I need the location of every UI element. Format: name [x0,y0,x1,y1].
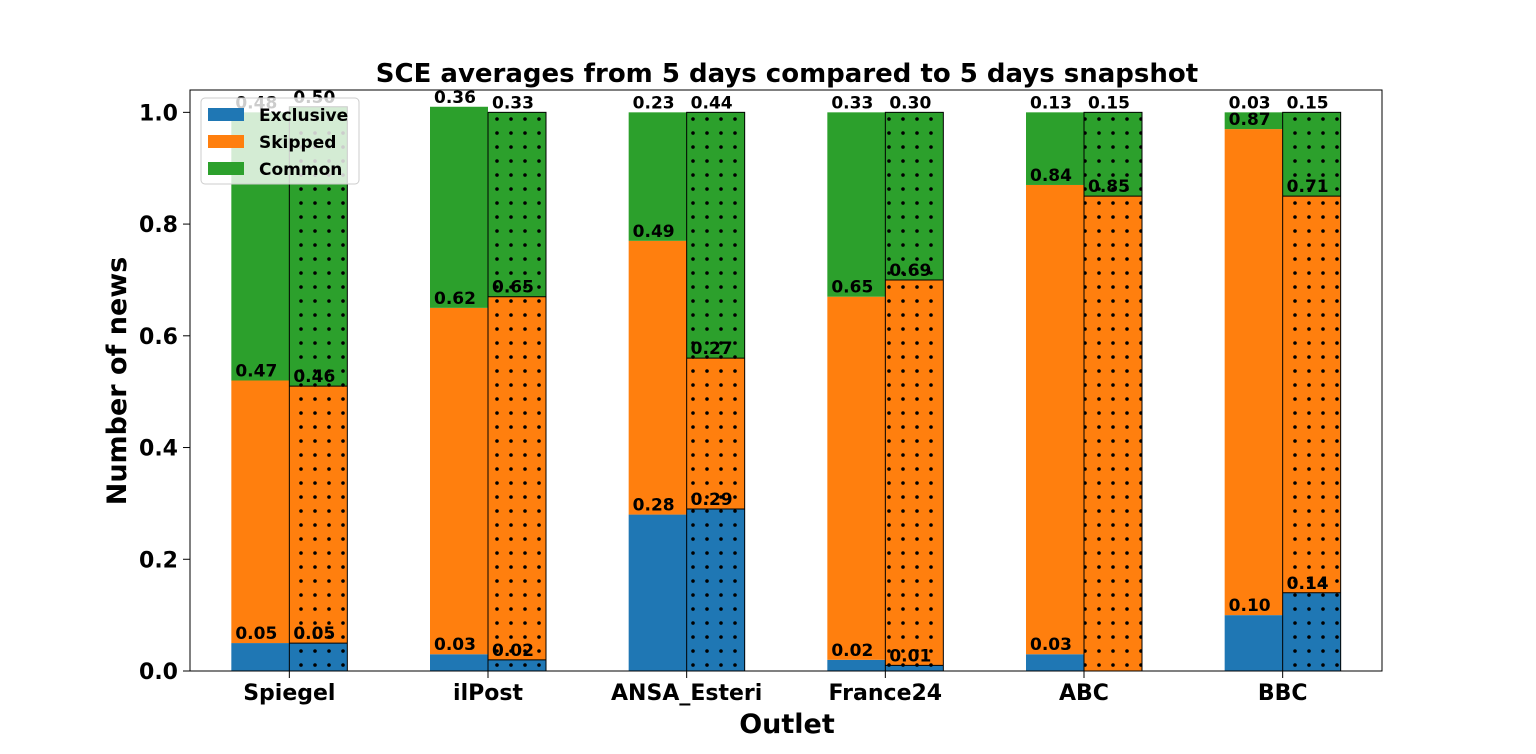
bar-hatch-ANSA_Esteri-exclusive [686,508,745,671]
bar-ANSA_Esteri-skipped-group1 [628,240,687,515]
data-label-France24-skipped-group1: 0.65 [831,278,873,298]
data-label-France24-exclusive-group1: 0.02 [831,641,873,661]
data-label-ABC-skipped-group2: 0.85 [1088,177,1130,197]
data-label-BBC-exclusive-group1: 0.10 [1229,596,1271,616]
bar-hatch-Spiegel-exclusive [289,643,348,671]
data-label-ABC-skipped-group1: 0.84 [1030,166,1072,186]
y-tick-label: 0.6 [139,325,178,350]
data-label-Spiegel-exclusive-group1: 0.05 [235,624,277,644]
y-tick-label: 0.0 [139,660,178,685]
legend-label-common: Common [259,160,342,180]
bar-BBC-skipped-group1 [1224,129,1283,616]
data-label-ABC-common-group1: 0.13 [1030,93,1072,113]
data-label-ABC-common-group2: 0.15 [1088,93,1130,113]
data-label-ANSA_Esteri-skipped-group2: 0.27 [691,339,733,359]
chart-title: SCE averages from 5 days compared to 5 d… [376,59,1198,89]
legend-swatch-common [208,162,244,175]
bar-BBC-common-group1 [1224,112,1283,130]
x-tick-label-France24: France24 [829,681,943,706]
bar-hatch-ANSA_Esteri-common [686,112,745,359]
bar-France24-common-group1 [827,112,886,297]
data-label-ANSA_Esteri-common-group2: 0.44 [691,93,733,113]
data-label-ilPost-skipped-group1: 0.62 [434,289,476,309]
data-label-ilPost-exclusive-group2: 0.02 [492,641,534,661]
bar-ilPost-common-group1 [430,106,488,308]
y-axis-label: Number of news [102,257,133,506]
x-axis-label: Outlet [739,709,835,740]
y-tick-label: 0.4 [139,437,178,462]
bar-ABC-skipped-group1 [1026,184,1084,655]
bar-hatch-ilPost-common [488,112,546,297]
bar-France24-exclusive-group1 [827,659,886,671]
data-label-ABC-exclusive-group1: 0.03 [1030,635,1072,655]
bar-hatch-ilPost-exclusive [488,659,546,671]
data-label-ilPost-skipped-group2: 0.65 [492,278,534,298]
data-labels-layer: 0.050.470.480.030.620.360.280.490.230.02… [235,88,1328,667]
bar-hatch-BBC-common [1282,112,1341,197]
data-label-ANSA_Esteri-exclusive-group1: 0.28 [633,496,675,516]
bar-hatch-France24-common [885,112,944,280]
bar-hatch-ABC-skipped [1084,196,1142,671]
x-tick-label-ANSA_Esteri: ANSA_Esteri [611,681,762,706]
bar-ilPost-exclusive-group1 [430,654,488,671]
bar-BBC-exclusive-group1 [1224,615,1283,671]
bar-hatch-ABC-common [1084,112,1142,197]
bar-ilPost-skipped-group1 [430,307,488,655]
data-label-BBC-skipped-group2: 0.71 [1287,177,1329,197]
data-label-Spiegel-skipped-group2: 0.46 [293,367,335,387]
bars-layer [231,106,1342,672]
data-label-ANSA_Esteri-skipped-group1: 0.49 [633,222,675,242]
bar-hatch-Spiegel-skipped [289,386,348,644]
data-label-France24-exclusive-group2: 0.01 [889,646,931,666]
bar-ANSA_Esteri-exclusive-group1 [628,514,687,671]
bar-Spiegel-exclusive-group1 [231,643,290,671]
bar-Spiegel-skipped-group1 [231,380,290,644]
data-label-ANSA_Esteri-exclusive-group2: 0.29 [691,490,733,510]
bar-hatch-France24-exclusive [885,665,944,671]
axes-layer: 0.0 0.2 0.4 0.6 0.8 1.0 Spiegel ilPost ANSA_Este… [139,89,1383,706]
x-tick-label-ilPost: ilPost [453,681,523,706]
legend-swatch-skipped [208,135,244,148]
data-label-BBC-exclusive-group2: 0.14 [1287,574,1329,594]
data-label-ilPost-exclusive-group1: 0.03 [434,635,476,655]
bar-hatch-BBC-skipped [1282,196,1341,593]
y-tick-label: 1.0 [139,101,178,126]
bar-ABC-exclusive-group1 [1026,654,1084,671]
bar-hatch-France24-skipped [885,279,944,666]
data-label-France24-common-group2: 0.30 [889,93,931,113]
data-label-Spiegel-exclusive-group2: 0.05 [293,624,335,644]
y-tick-label: 0.8 [139,213,178,238]
bar-hatch-ilPost-skipped [488,296,546,660]
data-label-ANSA_Esteri-common-group1: 0.23 [633,93,675,113]
bar-France24-skipped-group1 [827,296,886,660]
legend-label-skipped: Skipped [259,133,336,153]
data-label-France24-common-group1: 0.33 [831,93,873,113]
bar-hatch-ANSA_Esteri-skipped [686,358,745,509]
bar-ANSA_Esteri-common-group1 [628,112,687,241]
legend: Exclusive Skipped Common [200,97,360,185]
bar-ABC-common-group1 [1026,112,1084,185]
plot-frame [189,89,1383,672]
data-label-France24-skipped-group2: 0.69 [889,261,931,281]
legend-swatch-exclusive [208,108,244,121]
data-label-BBC-skipped-group1: 0.87 [1229,110,1271,130]
legend-label-exclusive: Exclusive [259,106,348,126]
x-tick-label-BBC: BBC [1258,681,1308,706]
y-tick-label: 0.2 [139,548,178,573]
data-label-ilPost-common-group1: 0.36 [434,88,476,108]
data-label-BBC-common-group1: 0.03 [1229,93,1271,113]
bar-hatch-BBC-exclusive [1282,592,1341,671]
data-label-BBC-common-group2: 0.15 [1287,93,1329,113]
data-label-ilPost-common-group2: 0.33 [492,93,534,113]
x-tick-label-Spiegel: Spiegel [243,681,335,706]
x-tick-label-ABC: ABC [1059,681,1109,706]
data-label-Spiegel-skipped-group1: 0.47 [235,362,277,382]
